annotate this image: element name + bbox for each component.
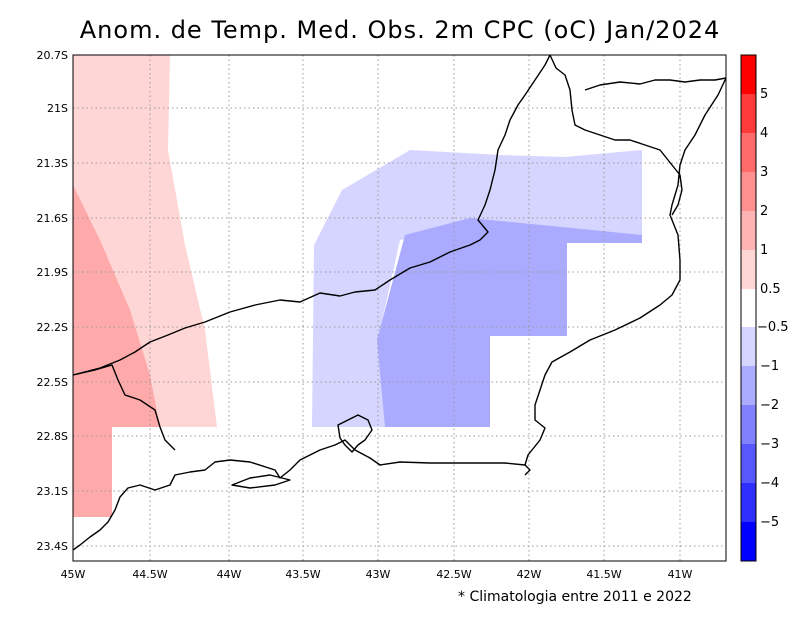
colorbar-swatch bbox=[741, 289, 756, 327]
colorbar-swatch bbox=[741, 55, 756, 94]
y-tick-label: 21.3S bbox=[37, 157, 68, 170]
plot-frame bbox=[72, 54, 727, 562]
colorbar-swatch bbox=[741, 366, 756, 405]
y-tick-label: 23.4S bbox=[37, 540, 68, 553]
colorbar: 5 4 3 2 1 0.5 −0.5 −1 −2 −3 −4 −5 bbox=[740, 54, 789, 562]
colorbar-label: −2 bbox=[760, 398, 779, 413]
colorbar-swatch bbox=[741, 133, 756, 172]
colorbar-swatch bbox=[741, 522, 756, 561]
colorbar-swatch bbox=[741, 211, 756, 250]
y-tick-label: 22.5S bbox=[37, 376, 68, 389]
colorbar-swatch bbox=[741, 405, 756, 444]
colorbar-swatch bbox=[741, 250, 756, 289]
map-title: Anom. de Temp. Med. Obs. 2m CPC (oC) Jan… bbox=[79, 16, 721, 44]
y-tick-label: 21.6S bbox=[37, 212, 68, 225]
anomaly-shading bbox=[73, 55, 642, 517]
y-tick-label: 23.1S bbox=[37, 485, 68, 498]
x-tick-label: 42W bbox=[517, 568, 542, 581]
colorbar-frame bbox=[740, 54, 757, 562]
y-tick-label: 22.2S bbox=[37, 321, 68, 334]
colorbar-label: −5 bbox=[760, 515, 779, 530]
colorbar-swatch bbox=[741, 483, 756, 522]
colorbar-swatch bbox=[741, 327, 756, 366]
grid-lines bbox=[73, 55, 726, 561]
coastline bbox=[72, 77, 727, 551]
colorbar-label: −1 bbox=[760, 359, 779, 374]
colorbar-label: 3 bbox=[760, 165, 768, 180]
colorbar-label: 1 bbox=[760, 243, 768, 258]
climatology-footnote: * Climatologia entre 2011 e 2022 bbox=[458, 589, 692, 605]
x-tick-label: 42.5W bbox=[436, 568, 471, 581]
state-borders bbox=[72, 54, 727, 451]
y-tick-label: 22.8S bbox=[37, 430, 68, 443]
colorbar-label: −3 bbox=[760, 437, 779, 452]
x-axis-ticks: 45W 44.5W 44W 43.5W 43W 42.5W 42W 41.5W … bbox=[61, 568, 693, 581]
cool-anomaly-region-medium bbox=[377, 218, 642, 427]
y-tick-label: 21.9S bbox=[37, 266, 68, 279]
mg-es-border-north bbox=[584, 77, 727, 91]
y-tick-label: 20.7S bbox=[37, 49, 68, 62]
colorbar-swatch bbox=[741, 444, 756, 483]
x-tick-label: 44W bbox=[217, 568, 242, 581]
colorbar-label: 5 bbox=[760, 87, 768, 102]
colorbar-label: 0.5 bbox=[760, 282, 781, 297]
colorbar-label: 2 bbox=[760, 204, 768, 219]
colorbar-label: −4 bbox=[760, 476, 779, 491]
colorbar-swatch bbox=[741, 172, 756, 211]
coastline-spur bbox=[524, 464, 531, 476]
colorbar-label: −0.5 bbox=[757, 320, 789, 335]
ilha-grande bbox=[231, 474, 291, 489]
es-border bbox=[549, 54, 683, 216]
y-tick-label: 21S bbox=[47, 102, 68, 115]
coastline-rj bbox=[72, 77, 727, 551]
x-tick-label: 41.5W bbox=[586, 568, 621, 581]
guanabara-bay bbox=[337, 414, 373, 453]
mg-rj-border bbox=[72, 54, 551, 376]
cool-anomaly-region-light bbox=[312, 150, 642, 427]
y-axis-ticks: 20.7S 21S 21.3S 21.6S 21.9S 22.2S 22.5S … bbox=[37, 49, 68, 553]
x-tick-label: 44.5W bbox=[132, 568, 167, 581]
colorbar-label: 4 bbox=[760, 126, 768, 141]
colorbar-swatch bbox=[741, 94, 756, 133]
sp-rj-border bbox=[72, 364, 176, 451]
x-tick-label: 43.5W bbox=[285, 568, 320, 581]
x-tick-label: 41W bbox=[668, 568, 693, 581]
x-tick-label: 45W bbox=[61, 568, 86, 581]
x-tick-label: 43W bbox=[366, 568, 391, 581]
warm-anomaly-region-medium bbox=[73, 185, 160, 517]
